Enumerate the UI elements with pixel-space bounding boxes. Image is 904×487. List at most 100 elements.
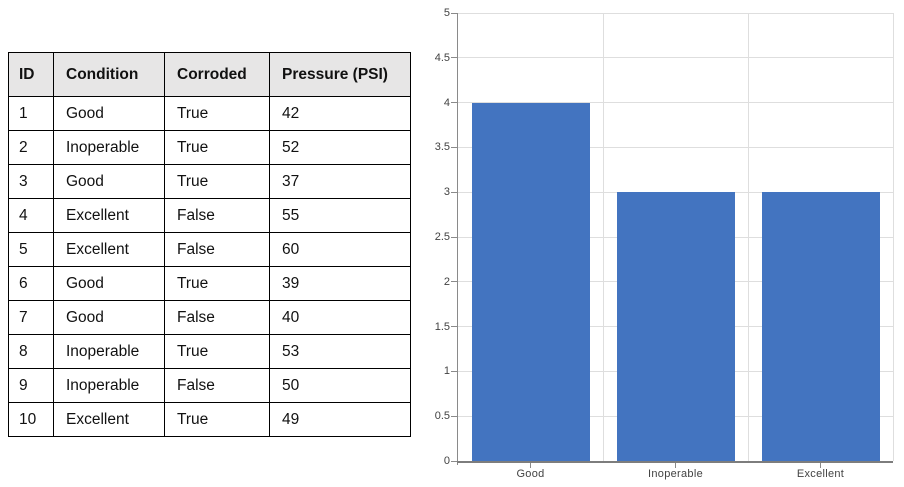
bar-excellent [761, 192, 880, 461]
column-header-id: ID [8, 52, 54, 97]
x-tick-label-inoperable: Inoperable [648, 468, 703, 480]
h-gridline [458, 12, 893, 14]
table-cell: 8 [8, 334, 54, 369]
table-cell: Good [53, 300, 165, 335]
y-axis-line [457, 13, 458, 465]
v-gridline [892, 13, 894, 461]
table-cell: 2 [8, 130, 54, 165]
table-cell: Good [53, 96, 165, 131]
table-cell: 37 [269, 164, 411, 199]
table-cell: 5 [8, 232, 54, 267]
table-cell: False [164, 300, 270, 335]
table-cell: Inoperable [53, 334, 165, 369]
y-tick-label: 1.5 [434, 320, 450, 333]
y-tick-label: 2 [443, 275, 450, 288]
y-tick-label: 5 [443, 7, 450, 19]
h-gridline [458, 326, 893, 328]
y-tick-label: 3.5 [434, 141, 450, 154]
table-cell: Excellent [53, 198, 165, 233]
table-cell: 3 [8, 164, 54, 199]
y-tick [451, 460, 457, 462]
y-tick-label: 1 [443, 365, 450, 378]
table-cell: 6 [8, 266, 54, 301]
table-cell: 53 [269, 334, 411, 369]
table-cell: 1 [8, 96, 54, 131]
y-tick [451, 57, 457, 59]
h-gridline [458, 415, 893, 417]
table-cell: True [164, 130, 270, 165]
table-row: 1 Good True 42 [8, 96, 411, 131]
table-cell: 7 [8, 300, 54, 335]
x-tick-label-excellent: Excellent [796, 468, 845, 480]
y-tick [451, 102, 457, 104]
y-tick [451, 370, 457, 372]
table-cell: False [164, 232, 270, 267]
table-cell: True [164, 266, 270, 301]
table-cell: Good [53, 266, 165, 301]
table-row: 6 Good True 39 [8, 266, 411, 301]
h-gridline [458, 370, 893, 372]
table-cell: 39 [269, 266, 411, 301]
table-cell: True [164, 402, 270, 437]
table-row: 9 Inoperable False 50 [8, 368, 411, 403]
table-cell: False [164, 368, 270, 403]
h-gridline [458, 191, 893, 193]
y-tick-label: 0 [443, 455, 450, 467]
table-row: 7 Good False 40 [8, 300, 411, 335]
bar-good [471, 102, 590, 461]
x-axis-line [457, 461, 893, 463]
h-gridline [458, 281, 893, 283]
table-cell: 4 [8, 198, 54, 233]
column-header-pressure-psi: Pressure (PSI) [269, 52, 411, 97]
x-tick-label-good: Good [516, 468, 545, 480]
table-cell: 9 [8, 368, 54, 403]
table-cell: Inoperable [53, 130, 165, 165]
table-cell: 55 [269, 198, 411, 233]
h-gridline [458, 236, 893, 238]
v-gridline [747, 13, 749, 461]
y-tick-label: 0.5 [434, 410, 450, 423]
table-cell: 50 [269, 368, 411, 403]
y-tick [451, 326, 457, 328]
h-gridline [458, 57, 893, 59]
y-tick-label: 2.5 [434, 231, 450, 243]
table-cell: 10 [8, 402, 54, 437]
table-row: 2 Inoperable True 52 [8, 130, 411, 165]
v-gridline [602, 13, 604, 461]
table-cell: True [164, 164, 270, 199]
h-gridline [458, 146, 893, 148]
bar-inoperable [616, 192, 735, 461]
table-row: 10 Excellent True 49 [8, 402, 411, 437]
table-row: 5 Excellent False 60 [8, 232, 411, 267]
table-cell: True [164, 96, 270, 131]
table-cell: Excellent [53, 402, 165, 437]
y-tick [451, 146, 457, 148]
y-tick-label: 4 [443, 96, 450, 109]
table-cell: 42 [269, 96, 411, 131]
x-tick [820, 462, 821, 468]
x-tick [530, 462, 531, 468]
table-cell: Good [53, 164, 165, 199]
table-cell: 52 [269, 130, 411, 165]
table-cell: Inoperable [53, 368, 165, 403]
y-tick [451, 12, 457, 14]
y-tick [451, 191, 457, 193]
pipe-inspection-table: ID Condition Corroded Pressure (PSI) 1 Good T… [8, 52, 411, 437]
table-body: 1 Good True 42 2 Inoperable True 52 3 Good True 37 4… [8, 96, 411, 437]
y-tick [451, 236, 457, 238]
column-header-corroded: Corroded [164, 52, 270, 97]
table-row: 8 Inoperable True 53 [8, 334, 411, 369]
table-header-row: ID Condition Corroded Pressure (PSI) [8, 52, 411, 97]
y-tick-label: 4.5 [434, 51, 450, 64]
y-tick [451, 281, 457, 283]
y-tick-label: 3 [443, 186, 450, 199]
table-cell: False [164, 198, 270, 233]
h-gridline [458, 102, 893, 104]
table-row: 4 Excellent False 55 [8, 198, 411, 233]
table-cell: Excellent [53, 232, 165, 267]
table-cell: 40 [269, 300, 411, 335]
y-tick [451, 415, 457, 417]
table-cell: 60 [269, 232, 411, 267]
column-header-condition: Condition [53, 52, 165, 97]
